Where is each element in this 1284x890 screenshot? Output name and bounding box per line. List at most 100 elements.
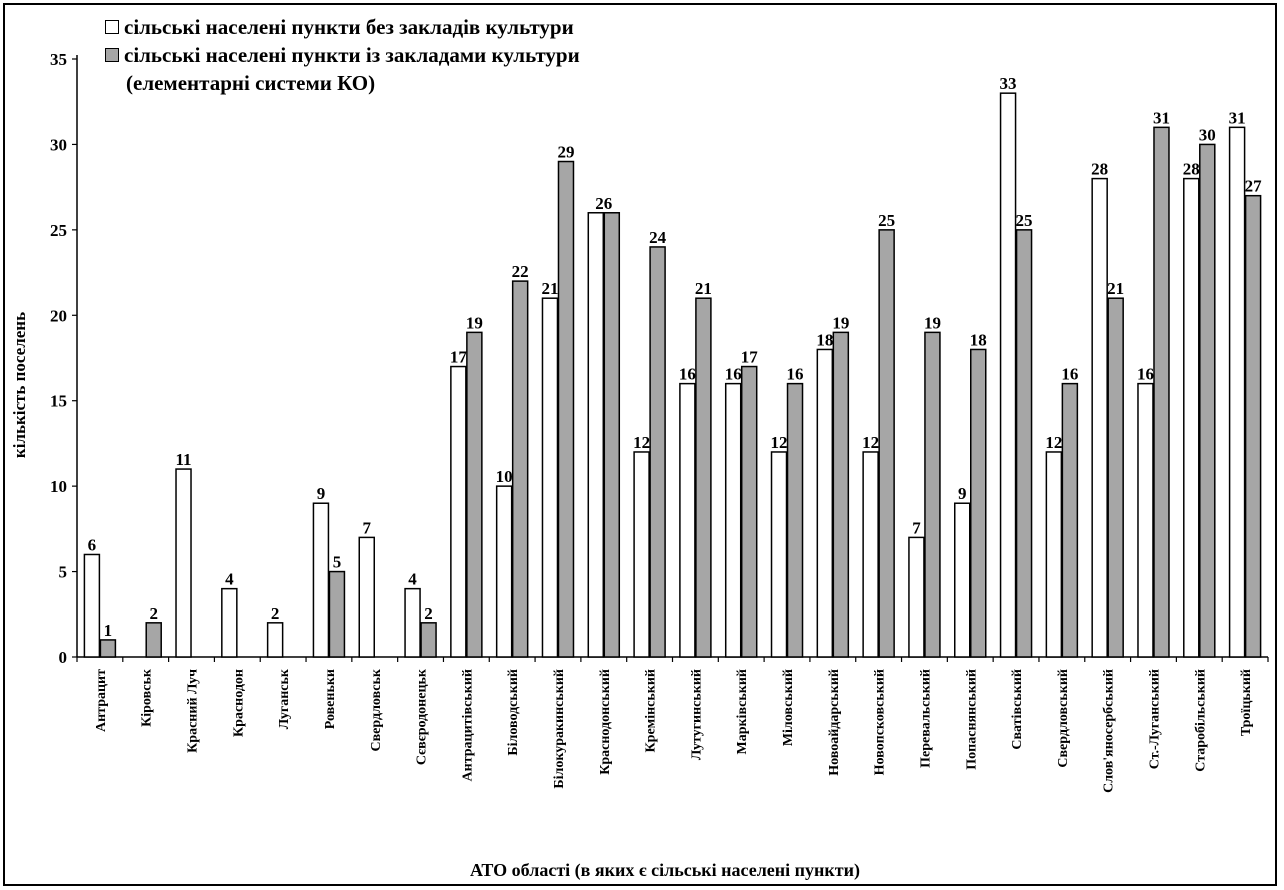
x-tick-label: Антрацитівський (460, 669, 475, 781)
bar-with-culture (786, 382, 804, 658)
bar-with-culture (145, 622, 162, 658)
bar-without-culture (862, 451, 879, 658)
data-label-with-culture: 30 (1199, 125, 1216, 144)
bar-with-culture (1061, 382, 1079, 658)
bar-without-culture (1091, 177, 1108, 658)
data-label-without-culture: 9 (317, 484, 326, 503)
legend-label: сільські населені пункти без закладів ку… (124, 14, 574, 39)
bar-without-culture (495, 485, 513, 658)
bar-without-culture (1137, 382, 1154, 658)
bar-without-culture (908, 536, 925, 658)
data-label-with-culture: 25 (878, 211, 895, 230)
bar-without-culture (587, 212, 605, 658)
data-label-with-culture: 1 (104, 621, 113, 640)
bar-without-culture (1045, 451, 1063, 658)
bar-without-culture (358, 536, 375, 658)
x-axis-title: АТО області (в яких є сільські населені … (470, 860, 860, 881)
bar-with-culture (99, 639, 117, 658)
data-label-with-culture: 25 (1016, 211, 1033, 230)
data-label-with-culture: 19 (832, 313, 849, 332)
bar-without-culture (541, 297, 559, 658)
data-label-without-culture: 16 (725, 365, 742, 384)
legend-item-no-culture: сільські населені пункти без закладів ку… (105, 13, 580, 41)
bar-with-culture (1107, 297, 1124, 658)
bar-with-culture (924, 331, 941, 658)
bar-without-culture (724, 382, 742, 658)
bar-without-culture (175, 468, 192, 658)
data-label-without-culture: 12 (862, 433, 879, 452)
bar-with-culture (970, 348, 987, 658)
y-tick-label: 25 (50, 221, 67, 240)
x-tick-label: Краснодонський (598, 669, 613, 775)
data-label-without-culture: 12 (1045, 433, 1062, 452)
x-tick-label: Сєвєродонецьк (415, 668, 430, 765)
data-label-with-culture: 5 (333, 553, 342, 572)
data-label-without-culture: 11 (175, 450, 191, 469)
x-tick-label: Біловодський (506, 669, 521, 756)
bar-with-culture (878, 229, 895, 658)
legend-label: сільські населені пункти із закладами ку… (124, 42, 580, 67)
data-label-with-culture: 2 (149, 604, 158, 623)
data-label-without-culture: 28 (1183, 160, 1200, 179)
legend-swatch-gray (105, 48, 119, 62)
x-tick-label: Антрацит (94, 669, 109, 732)
data-label-with-culture: 21 (1107, 279, 1124, 298)
x-tick-label: Свердловський (1056, 669, 1071, 768)
data-label-without-culture: 17 (450, 348, 468, 367)
x-tick-label: Красний Луч (186, 669, 201, 753)
bar-without-culture (404, 587, 421, 658)
bar-without-culture (1228, 126, 1246, 658)
bar-without-culture (221, 587, 238, 658)
x-tick-label: Кіровськ (140, 668, 155, 727)
data-label-with-culture: 17 (741, 348, 759, 367)
bar-with-culture (740, 365, 758, 658)
x-tick-label: Слов'яносербський (1102, 669, 1117, 793)
bar-without-culture (312, 502, 330, 658)
y-tick-label: 20 (50, 306, 67, 325)
data-label-with-culture: 18 (970, 330, 987, 349)
x-tick-label: Білокуракинський (552, 669, 567, 789)
bar-with-culture (466, 331, 483, 658)
data-label-with-culture: 22 (512, 262, 529, 281)
data-label-with-culture: 2 (424, 604, 433, 623)
y-tick-label: 5 (59, 563, 68, 582)
data-label-without-culture: 12 (771, 433, 788, 452)
data-label-without-culture: 7 (912, 518, 921, 537)
legend-note: (елементарні системи КО) (126, 71, 376, 95)
chart-frame: 0 5 10 15 20 25 30 35 6 1 Антрацит 2 Кіровськ 11 Красн… (3, 3, 1277, 886)
bar-chart: 0510152025303561Антрацит2Кіровськ11Красн… (10, 50, 1269, 881)
bar-without-culture (770, 451, 788, 658)
x-tick-label: Ровеньки (323, 669, 338, 729)
y-tick-label: 10 (50, 477, 67, 496)
data-label-with-culture: 29 (557, 143, 574, 162)
bar-with-culture (1244, 194, 1262, 658)
data-label-without-culture: 28 (1091, 160, 1108, 179)
data-label-with-culture: 21 (695, 279, 712, 298)
bar-without-culture (266, 622, 284, 658)
bar-with-culture (328, 570, 346, 658)
x-tick-label: Новоайдарський (827, 669, 842, 776)
x-tick-label: Луганськ (277, 668, 292, 729)
bar-without-culture (816, 348, 834, 658)
data-label-with-culture: 16 (787, 365, 804, 384)
bar-without-culture (83, 553, 101, 658)
data-label-with-culture: 19 (466, 313, 483, 332)
x-tick-label: Троїцький (1239, 669, 1254, 736)
data-label-without-culture: 12 (633, 433, 650, 452)
data-label-with-culture: 19 (924, 313, 941, 332)
data-label-without-culture: 9 (958, 484, 967, 503)
data-label-with-culture: 24 (649, 228, 667, 247)
data-label-without-culture: 6 (88, 535, 97, 554)
bar-without-culture (450, 365, 467, 658)
x-tick-label: Старобільський (1193, 669, 1208, 772)
data-label-with-culture: 31 (1153, 108, 1170, 127)
legend-item-with-culture: сільські населені пункти із закладами ку… (105, 41, 580, 69)
data-label-with-culture: 16 (1061, 365, 1078, 384)
bar-without-culture (633, 451, 650, 658)
bar-with-culture (695, 297, 712, 658)
y-tick-label: 0 (59, 648, 68, 667)
data-label-without-culture: 33 (1000, 74, 1017, 93)
data-label-without-culture: 2 (271, 604, 280, 623)
data-label-with-culture: 27 (1245, 177, 1263, 196)
data-label-without-culture: 26 (595, 194, 612, 213)
